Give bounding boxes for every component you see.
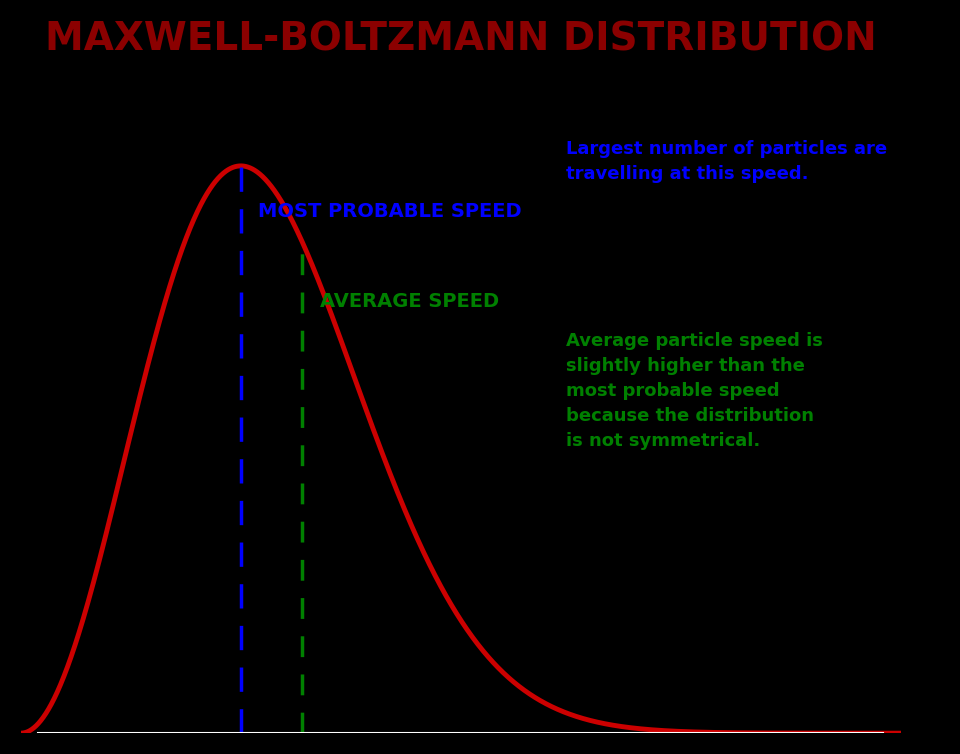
Text: AVERAGE SPEED: AVERAGE SPEED [320, 292, 499, 311]
Text: Average particle speed is
slightly higher than the
most probable speed
because t: Average particle speed is slightly highe… [566, 332, 824, 449]
Title: MAXWELL-BOLTZMANN DISTRIBUTION: MAXWELL-BOLTZMANN DISTRIBUTION [45, 21, 876, 59]
Text: Largest number of particles are
travelling at this speed.: Largest number of particles are travelli… [566, 139, 887, 182]
Text: MOST PROBABLE SPEED: MOST PROBABLE SPEED [258, 202, 522, 221]
